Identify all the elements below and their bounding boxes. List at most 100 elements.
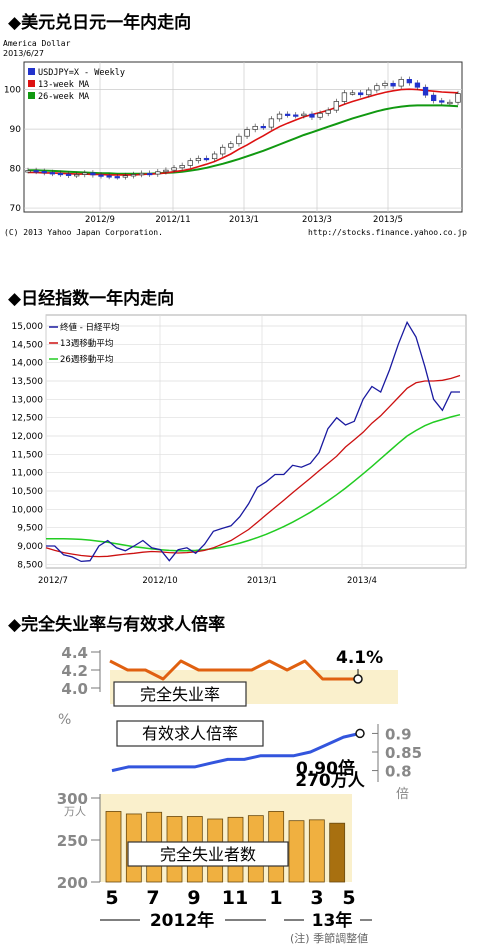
count-y-tick-label: 300: [57, 790, 88, 808]
ratio-label-box: [116, 720, 264, 747]
count-bar: [105, 811, 122, 883]
usdjpy-legend-swatch: [28, 92, 35, 99]
usdjpy-weekly-candle: [260, 125, 266, 129]
usdjpy-ma13-line: [28, 88, 459, 176]
usdjpy-legend-label: 26-week MA: [38, 92, 89, 102]
usdjpy-weekly-candle: [317, 112, 323, 118]
nikkei-y-tick-label: 12,500: [12, 414, 44, 424]
month-tick-label: 5: [342, 887, 355, 909]
section-title-nikkei: ◆日经指数一年内走向: [8, 289, 175, 309]
usdjpy-weekly-candle: [268, 118, 275, 128]
usdjpy-y-tick-label: 90: [10, 125, 22, 135]
usdjpy-chart-title: America Dollar: [3, 39, 71, 48]
usdjpy-weekly-candle: [155, 171, 161, 175]
nikkei-y-tick-label: 10,500: [12, 487, 44, 497]
usdjpy-weekly-candle: [82, 172, 88, 175]
nikkei-y-tick-label: 13,000: [12, 395, 44, 405]
usdjpy-weekly-candle: [414, 82, 421, 88]
usdjpy-legend-swatch: [28, 80, 35, 87]
count-bar: [288, 820, 305, 883]
nikkei-ma13-line: [45, 374, 461, 558]
nikkei-y-tick-label: 8,500: [17, 560, 43, 570]
count-label-box: [127, 841, 289, 867]
year-label: 13年: [312, 910, 353, 931]
usdjpy-weekly-candle: [41, 170, 47, 174]
usdjpy-weekly-candle: [57, 172, 64, 176]
rate-last-label: 4.1%: [336, 648, 383, 668]
usdjpy-plot-frame: [23, 61, 463, 213]
nikkei-legend-label: 26週移動平均: [60, 354, 113, 365]
usdjpy-weekly-candle: [276, 113, 283, 120]
usdjpy-legend-label: 13-week MA: [38, 80, 89, 90]
nikkei-ma26-line: [46, 413, 461, 552]
usdjpy-weekly-candle: [341, 92, 348, 102]
usdjpy-legend-label: USDJPY=X - Weekly: [38, 68, 125, 78]
usdjpy-weekly-candle: [236, 135, 242, 145]
usdjpy-weekly-candle: [325, 109, 331, 114]
count-unit: 万人: [64, 805, 86, 818]
count-series-label: 完全失业者数: [160, 845, 256, 864]
rate-y-tick-label: 4.2: [61, 662, 88, 680]
usdjpy-weekly-candle: [252, 125, 258, 130]
usdjpy-weekly-candle: [163, 169, 169, 173]
nikkei-x-tick-label: 2012/7: [38, 576, 68, 586]
usdjpy-weekly-candle: [390, 82, 396, 87]
usdjpy-chart: 70 80 90 100 2012/9 2012/11 2013/1 2013/3 2013/5…: [3, 39, 467, 237]
rate-end-marker: [353, 674, 363, 684]
section-title-unemployment: ◆完全失业率与有效求人倍率: [8, 615, 226, 635]
note-label: (注) 季節調整値: [290, 931, 368, 945]
nikkei-y-tick-label: 12,000: [12, 432, 44, 442]
nikkei-y-tick-label: 14,000: [12, 359, 44, 369]
nikkei-plot-frame: [45, 314, 467, 569]
usdjpy-weekly-candle: [220, 146, 226, 155]
usdjpy-weekly-candle: [203, 157, 210, 161]
ratio-unit: 倍: [396, 787, 409, 802]
usdjpy-chart-source: http://stocks.finance.yahoo.co.jp: [308, 228, 467, 237]
ratio-line: [111, 731, 361, 773]
month-tick-label: 5: [105, 887, 118, 909]
usdjpy-weekly-candle: [357, 92, 364, 96]
nikkei-x-tick-label: 2012/10: [142, 576, 177, 586]
usdjpy-weekly-candle: [447, 101, 453, 105]
usdjpy-weekly-candle: [195, 157, 202, 162]
count-bar: [329, 822, 346, 883]
ratio-y-tick-label: 0.85: [385, 744, 422, 762]
usdjpy-weekly-candle: [284, 113, 291, 116]
usdjpy-weekly-candle: [422, 86, 429, 96]
usdjpy-weekly-candle: [147, 172, 153, 176]
usdjpy-chart-credit: (C) 2013 Yahoo Japan Corporation.: [4, 228, 163, 237]
usdjpy-weekly-candle: [211, 153, 218, 160]
year-label: 2012年: [150, 910, 214, 931]
nikkei-y-tick-label: 15,000: [12, 322, 44, 332]
usdjpy-x-tick-label: 2012/11: [155, 215, 190, 225]
usdjpy-weekly-candle: [455, 93, 461, 103]
rate-y-tick-label: 4.0: [61, 680, 88, 698]
nikkei-x-tick-label: 2013/1: [247, 576, 277, 586]
usdjpy-weekly-candle: [309, 113, 315, 118]
usdjpy-chart-date: 2013/6/27: [3, 49, 44, 58]
nikkei-chart: 8,500 9,000 9,500 10,000 10,500 11,000 11,500 1…: [12, 314, 467, 586]
month-tick-label: 11: [222, 887, 248, 909]
nikkei-y-tick-label: 11,500: [12, 450, 44, 460]
ratio-last-bg: [282, 758, 364, 780]
month-tick-label: 1: [269, 887, 282, 909]
usdjpy-weekly-candle: [228, 143, 234, 148]
month-tick-label: 7: [146, 887, 159, 909]
usdjpy-weekly-candle: [382, 82, 388, 87]
nikkei-legend-label: 13週移動平均: [60, 338, 113, 349]
nikkei-y-tick-label: 11,000: [12, 469, 44, 479]
ratio-series-label: 有效求人倍率: [142, 724, 238, 743]
count-y-tick-label: 250: [57, 832, 88, 850]
usdjpy-weekly-candle: [293, 114, 299, 117]
usdjpy-legend-swatch: [28, 68, 35, 75]
usdjpy-weekly-candle: [90, 172, 96, 176]
usdjpy-weekly-candle: [130, 174, 137, 177]
usdjpy-x-tick-label: 2013/3: [302, 215, 332, 225]
usdjpy-weekly-candle: [366, 89, 372, 96]
usdjpy-weekly-candle: [138, 172, 145, 176]
usdjpy-y-tick-label: 100: [4, 86, 21, 96]
ratio-end-marker: [355, 728, 365, 739]
usdjpy-weekly-candle: [98, 174, 104, 177]
nikkei-y-tick-label: 14,500: [12, 340, 44, 350]
usdjpy-weekly-candle: [74, 174, 80, 177]
